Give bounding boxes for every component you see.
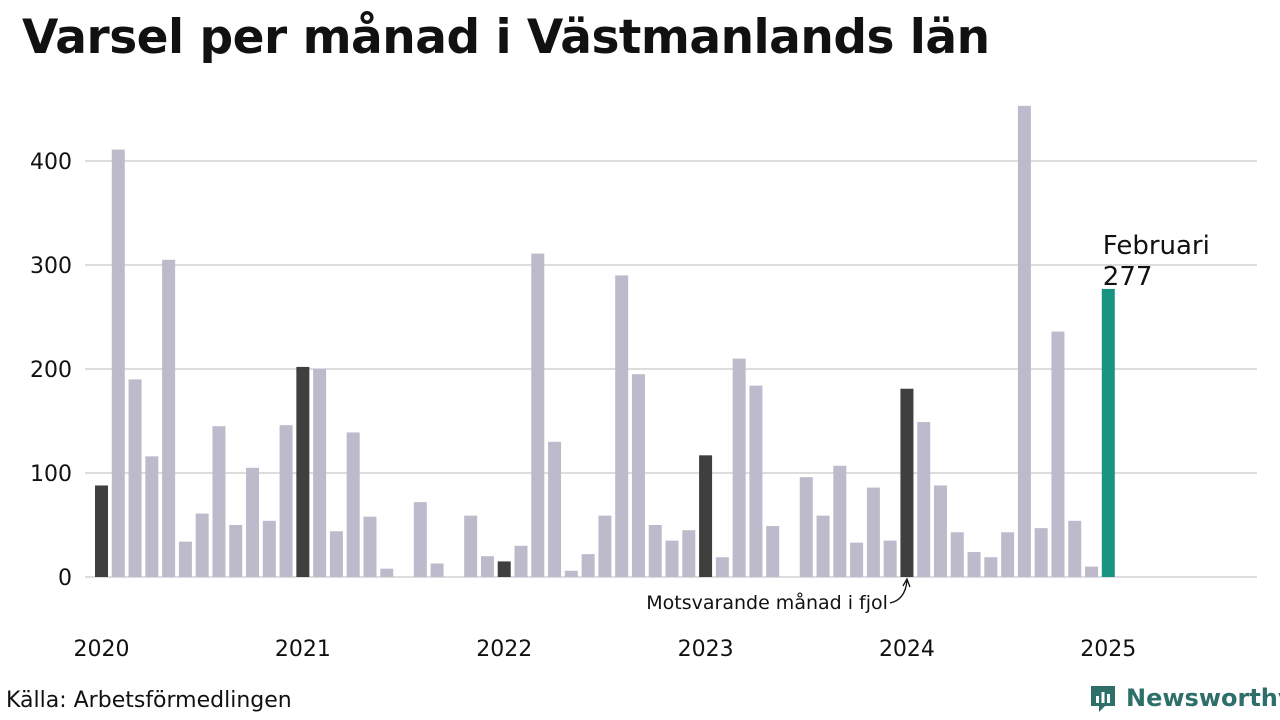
bar [984, 557, 998, 577]
y-tick-label: 300 [30, 254, 72, 279]
y-tick-label: 200 [30, 358, 72, 383]
annotation-label: Motsvarande månad i fjol [646, 591, 888, 614]
bar [850, 542, 864, 577]
bar [363, 516, 377, 577]
bar [564, 570, 578, 577]
bar-current-month [1101, 288, 1115, 577]
bar [1051, 331, 1065, 577]
x-tick-label: 2025 [1080, 637, 1136, 662]
bars [95, 105, 1115, 577]
bar [934, 485, 947, 577]
bar [380, 568, 394, 577]
bar-same-month [296, 366, 310, 577]
bar [665, 540, 679, 577]
bar [279, 425, 293, 577]
bar [950, 532, 964, 577]
bar-same-month [497, 561, 511, 577]
bar [430, 563, 444, 577]
bar [212, 426, 226, 577]
newsworthy-logo-icon [1091, 686, 1115, 712]
y-axis-ticks: 0 100 200 300 400 [30, 150, 72, 591]
y-tick-label: 400 [30, 150, 72, 175]
current-month-label: Februari [1103, 231, 1210, 261]
x-tick-label: 2020 [74, 637, 130, 662]
current-value-label: 277 [1103, 262, 1153, 292]
bar [682, 530, 696, 577]
bar [883, 540, 897, 577]
bar [514, 545, 528, 577]
bar [178, 541, 192, 577]
brand-name: Newsworthy [1126, 684, 1280, 712]
annotation-arrow [889, 580, 908, 604]
bar [262, 520, 276, 577]
bar [313, 369, 327, 577]
source-label: Källa: Arbetsförmedlingen [6, 688, 292, 713]
bar [1085, 566, 1099, 577]
bar [111, 149, 125, 577]
bar [866, 487, 880, 577]
bar [816, 515, 830, 577]
x-tick-label: 2021 [275, 637, 331, 662]
bar [766, 526, 780, 577]
grid-lines [85, 160, 1257, 578]
bar [195, 513, 209, 577]
bar [799, 477, 813, 577]
bar [346, 432, 360, 577]
bar [229, 525, 243, 577]
bar [1001, 532, 1015, 577]
bar [715, 557, 729, 577]
y-tick-label: 0 [58, 566, 72, 591]
bar [732, 358, 746, 577]
bar [548, 441, 562, 577]
bar [1068, 520, 1082, 577]
bar [917, 422, 931, 577]
bar [329, 531, 343, 577]
bar [145, 456, 159, 577]
bar [464, 515, 478, 577]
bar [480, 556, 494, 577]
bar [128, 379, 142, 577]
x-tick-label: 2022 [476, 637, 532, 662]
bar [1034, 528, 1048, 577]
bar [749, 385, 763, 577]
brand-logo: Newsworthy [1088, 683, 1280, 713]
annotation-arrowhead [902, 577, 911, 588]
bar [162, 259, 176, 577]
y-tick-label: 100 [30, 462, 72, 487]
bar-same-month [699, 455, 713, 577]
x-axis-ticks: 2020 2021 2022 2023 2024 2025 [74, 637, 1137, 662]
x-tick-label: 2024 [879, 637, 935, 662]
bar [531, 253, 545, 577]
bar [648, 525, 662, 577]
bar [581, 554, 595, 577]
bar [967, 552, 981, 577]
chart-title: Varsel per månad i Västmanlands län [22, 10, 990, 65]
bar [413, 502, 427, 577]
bar [1017, 105, 1031, 577]
bar-same-month [900, 388, 914, 577]
bar-same-month [95, 485, 108, 577]
bar [833, 465, 847, 577]
bar [615, 275, 629, 577]
bar [598, 515, 612, 577]
bar [246, 467, 260, 577]
bar [631, 374, 645, 577]
x-tick-label: 2023 [678, 637, 734, 662]
